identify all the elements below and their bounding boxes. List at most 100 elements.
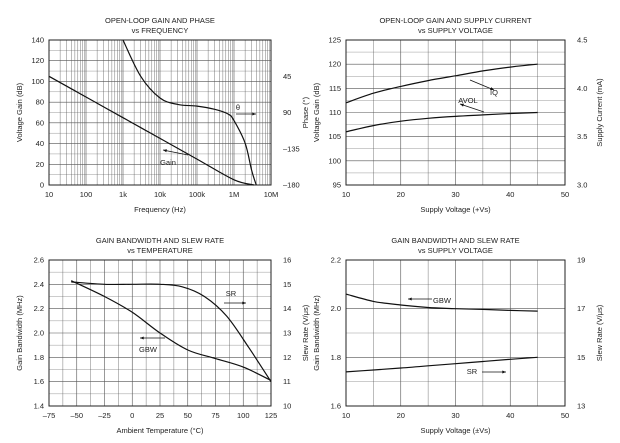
x-axis-label: Supply Voltage (+Vs) (420, 205, 491, 214)
x-tick-label: 40 (506, 190, 514, 199)
y2-tick-label: 16 (283, 256, 291, 265)
plot-frame (345, 259, 566, 407)
x-axis-label: Ambient Temperature (°C) (116, 426, 204, 435)
y2-tick-label: 90 (283, 108, 291, 117)
series-label-θ: θ (236, 103, 240, 112)
arrow-head (140, 336, 144, 340)
series-line-avol (345, 111, 538, 133)
x-tick-label: 20 (397, 411, 405, 420)
series-line-sr (345, 356, 538, 373)
annotation-arrow (469, 79, 495, 91)
y-tick-label: 110 (329, 108, 341, 117)
series-label-avol: AVOL (458, 96, 477, 105)
y-tick-label: 2.4 (34, 280, 44, 289)
arrow-head (502, 370, 506, 374)
chart-title: GAIN BANDWIDTH AND SLEW RATE (96, 236, 224, 245)
y-tick-label: 80 (36, 98, 44, 107)
y2-axis-label: Slew Rate (V/μs) (301, 304, 310, 361)
y2-tick-label: 4.5 (577, 36, 587, 45)
grid (345, 259, 566, 407)
x-tick-label: 100k (189, 190, 206, 199)
y2-tick-label: 45 (283, 72, 291, 81)
x-tick-label: 30 (451, 190, 459, 199)
y-tick-label: 2.6 (34, 256, 44, 265)
y-tick-label: 100 (328, 156, 341, 165)
x-axis-label: Frequency (Hz) (134, 205, 186, 214)
series-label-sr: SR (226, 289, 237, 298)
y2-tick-label: 15 (577, 353, 585, 362)
chart-title: OPEN-LOOP GAIN AND PHASE (105, 16, 215, 25)
x-tick-label: 10 (45, 190, 53, 199)
y2-tick-label: –180 (283, 181, 300, 190)
series-line-sr (71, 281, 272, 383)
y-tick-label: 1.6 (331, 402, 341, 411)
y2-tick-label: 17 (577, 304, 585, 313)
series-label-iq: IQ (490, 88, 498, 97)
x-tick-label: 50 (184, 411, 192, 420)
series-label-gbw: GBW (433, 296, 452, 305)
y-tick-label: 60 (36, 118, 44, 127)
y2-tick-label: 3.0 (577, 181, 587, 190)
annotation-arrow (459, 103, 485, 113)
x-tick-label: 40 (506, 411, 514, 420)
x-tick-label: 0 (130, 411, 134, 420)
arrow-head (242, 301, 246, 305)
y-tick-label: 95 (333, 181, 341, 190)
x-tick-label: 100 (237, 411, 250, 420)
x-tick-label: 30 (451, 411, 459, 420)
y-tick-label: 20 (36, 160, 44, 169)
y-axis-label: Gain Bandwidth (MHz) (15, 295, 24, 371)
y-tick-label: 115 (329, 84, 341, 93)
x-tick-label: –25 (98, 411, 111, 420)
series-line-gain (48, 75, 255, 186)
x-tick-label: 50 (561, 411, 569, 420)
y-tick-label: 140 (31, 36, 44, 45)
x-tick-label: 10 (342, 411, 350, 420)
y-tick-label: 2.2 (34, 304, 44, 313)
plot-frame (345, 39, 566, 186)
y2-axis-label: Phase (°) (301, 96, 310, 128)
x-tick-label: 25 (156, 411, 164, 420)
y2-axis-label: Slew Rate (V/μs) (595, 304, 604, 361)
chart-title: GAIN BANDWIDTH AND SLEW RATE (391, 236, 519, 245)
x-tick-label: 75 (211, 411, 219, 420)
plot-frame (48, 39, 272, 186)
x-tick-label: –50 (70, 411, 83, 420)
arrow-head (252, 112, 256, 116)
y-tick-label: 120 (328, 60, 341, 69)
x-tick-label: –75 (43, 411, 56, 420)
series-line-θ (122, 39, 257, 186)
x-tick-label: 20 (397, 190, 405, 199)
series-line-gbw (345, 293, 538, 312)
y-tick-label: 2.2 (331, 256, 341, 265)
y2-tick-label: 19 (577, 256, 585, 265)
y-tick-label: 2.0 (34, 329, 44, 338)
chart-subtitle: vs SUPPLY VOLTAGE (418, 246, 493, 255)
x-tick-label: 10k (154, 190, 166, 199)
y-tick-label: 2.0 (331, 304, 341, 313)
series-label-gbw: GBW (139, 345, 158, 354)
arrow-head (460, 103, 464, 107)
series-line-iq (345, 63, 538, 104)
arrow-head (408, 297, 412, 301)
y-tick-label: 0 (40, 181, 44, 190)
y2-tick-label: 13 (577, 402, 585, 411)
chart-subtitle: vs SUPPLY VOLTAGE (418, 26, 493, 35)
plot-frame (48, 259, 272, 407)
y2-tick-label: 15 (283, 280, 291, 289)
x-tick-label: 100 (80, 190, 93, 199)
y2-tick-label: 10 (283, 402, 291, 411)
y2-tick-label: 3.5 (577, 132, 587, 141)
y-tick-label: 40 (36, 139, 44, 148)
y-tick-label: 1.8 (34, 353, 44, 362)
series-label-gain: Gain (160, 158, 176, 167)
annotation-arrow (162, 149, 189, 156)
chart-title: OPEN-LOOP GAIN AND SUPPLY CURRENT (379, 16, 532, 25)
y2-tick-label: 11 (283, 377, 291, 386)
y2-tick-label: 13 (283, 329, 291, 338)
series-label-sr: SR (467, 367, 478, 376)
